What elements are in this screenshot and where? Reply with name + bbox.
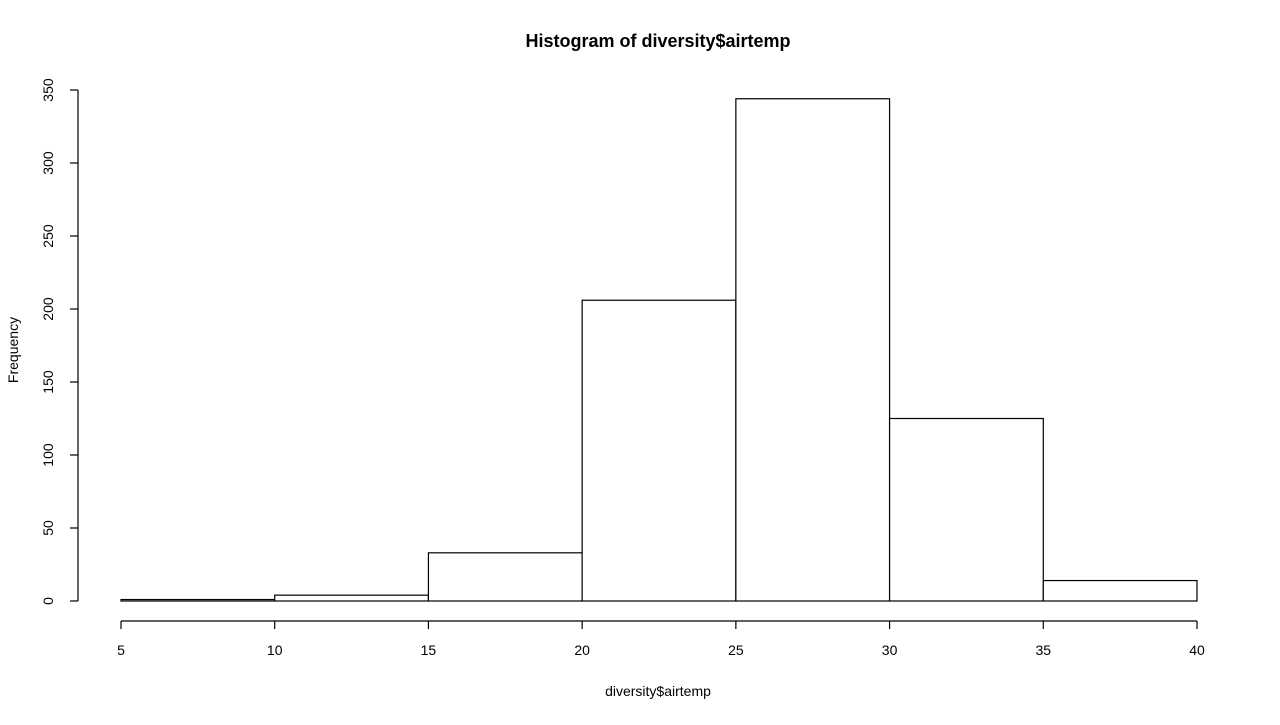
x-tick-label-40: 40 xyxy=(1189,642,1205,658)
y-axis: 0 50 100 150 200 250 300 350 xyxy=(40,78,79,605)
y-tick-label-200: 200 xyxy=(40,297,56,321)
y-tick-label-50: 50 xyxy=(40,520,56,536)
x-tick-label-30: 30 xyxy=(882,642,898,658)
bars-layer xyxy=(120,98,1198,602)
x-tick-label-35: 35 xyxy=(1035,642,1051,658)
y-tick-label-250: 250 xyxy=(40,224,56,248)
histogram-bar-15-20 xyxy=(427,552,583,602)
y-tick-label-100: 100 xyxy=(40,443,56,467)
y-tick-label-300: 300 xyxy=(40,151,56,175)
x-tick-label-10: 10 xyxy=(267,642,283,658)
x-tick-label-5: 5 xyxy=(117,642,125,658)
y-axis-label: Frequency xyxy=(5,317,21,383)
x-axis-label: diversity$airtemp xyxy=(605,683,711,699)
histogram-bar-20-25 xyxy=(581,299,737,602)
histogram-bar-35-40 xyxy=(1042,579,1198,602)
x-tick-label-25: 25 xyxy=(728,642,744,658)
x-axis: 5 10 15 20 25 30 35 40 xyxy=(117,620,1205,658)
chart-title: Histogram of diversity$airtemp xyxy=(525,31,790,51)
histogram-bar-10-15 xyxy=(274,594,430,602)
histogram-bar-30-35 xyxy=(888,417,1044,602)
y-tick-label-150: 150 xyxy=(40,370,56,394)
histogram-bar-25-30 xyxy=(735,98,891,602)
histogram-bar-5-10 xyxy=(120,598,276,602)
y-tick-label-350: 350 xyxy=(40,78,56,102)
x-tick-label-20: 20 xyxy=(574,642,590,658)
x-tick-label-15: 15 xyxy=(421,642,437,658)
y-tick-label-0: 0 xyxy=(40,597,56,605)
